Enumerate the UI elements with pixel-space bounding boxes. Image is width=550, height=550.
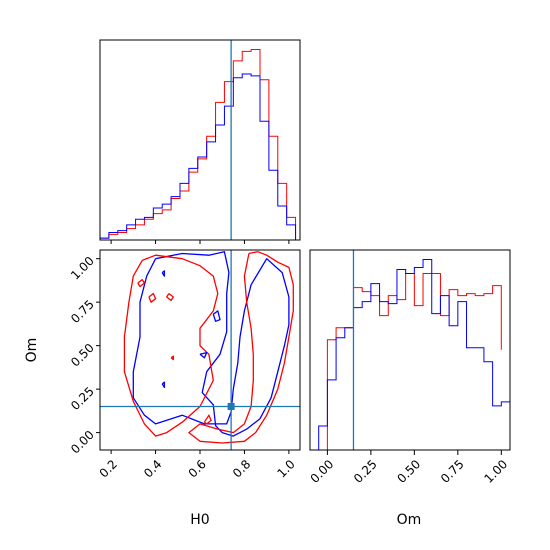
axes-frame <box>99 249 301 451</box>
hist-step-blue <box>310 259 510 450</box>
x-tick-label-om: 0.75 <box>438 457 467 486</box>
contour-panel: 0.2 0.4 0.6 0.8 1.0 0.00 0.25 0.50 0.75 1.00 <box>68 249 301 480</box>
contour-line-blue <box>161 270 166 277</box>
y-tick-label-om: 0.75 <box>68 297 97 326</box>
hist-step-blue <box>100 73 297 240</box>
x-tick-label-h0: 1.0 <box>274 457 297 480</box>
contour-line-red <box>148 292 157 303</box>
contour-line-blue <box>212 310 221 322</box>
y-axis-label-om: Om <box>24 338 40 363</box>
truth-marker <box>227 403 235 411</box>
hist-h0-panel <box>99 39 301 244</box>
hist-step-red <box>318 273 502 450</box>
y-tick-label-om: 0.50 <box>68 341 97 370</box>
x-tick-label-h0: 0.2 <box>97 457 120 480</box>
hist-om-panel: 0.00 0.25 0.50 0.75 1.00 <box>308 249 511 486</box>
contour-line-blue <box>132 251 290 437</box>
x-axis-label-h0: H0 <box>190 512 209 528</box>
contour-line-blue <box>161 381 166 389</box>
axes-frame <box>309 249 511 451</box>
contour-line-red <box>188 251 294 444</box>
x-tick-label-h0: 0.8 <box>230 457 253 480</box>
x-tick-label-om: 0.25 <box>351 457 380 486</box>
contour-line-red <box>166 292 174 302</box>
hist-step-red <box>100 49 297 240</box>
x-tick-label-h0: 0.4 <box>141 457 164 480</box>
x-tick-label-h0: 0.6 <box>186 457 209 480</box>
y-tick-label-om: 0.00 <box>68 428 97 457</box>
x-tick-label-om: 0.00 <box>308 457 337 486</box>
contour-line-red <box>137 278 146 288</box>
contour-line-red <box>203 414 212 425</box>
axes-frame <box>99 39 301 241</box>
contour-line-red <box>123 254 219 437</box>
x-tick-label-om: 1.00 <box>481 457 510 486</box>
x-axis-label-om: Om <box>397 512 422 528</box>
y-tick-label-om: 0.25 <box>68 384 97 413</box>
contour-line-red <box>170 355 174 361</box>
x-tick-label-om: 0.50 <box>395 457 424 486</box>
y-tick-label-om: 1.00 <box>68 254 97 283</box>
contour-line-blue <box>199 351 208 359</box>
